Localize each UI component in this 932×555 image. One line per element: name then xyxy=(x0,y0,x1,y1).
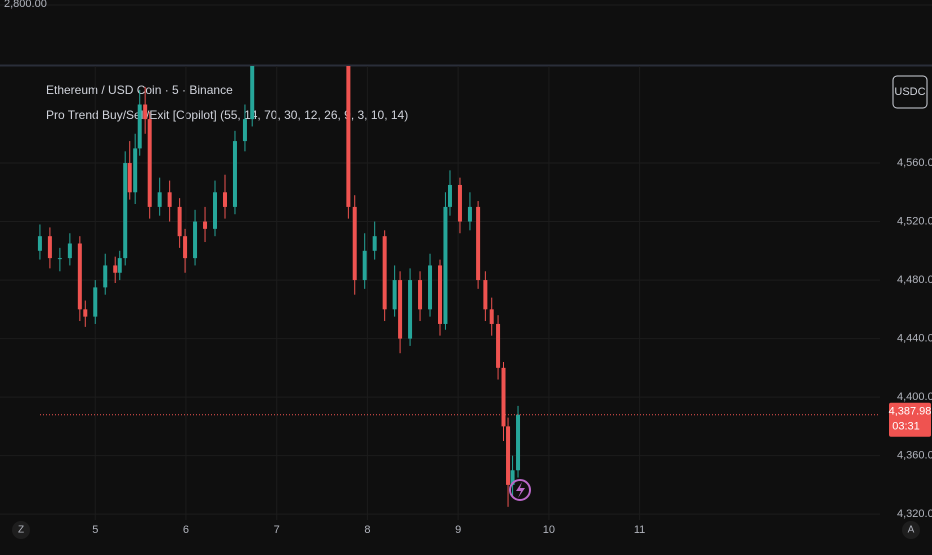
x-tick-label: 7 xyxy=(274,524,280,536)
candle-body xyxy=(203,221,208,229)
candle-body xyxy=(250,66,255,120)
candle-body xyxy=(147,119,152,207)
candle-body xyxy=(103,265,108,288)
candle-body xyxy=(167,192,172,207)
candle-body xyxy=(352,206,357,281)
y-tick-label: 4,440.00 xyxy=(897,332,932,344)
x-tick-label: 5 xyxy=(92,524,98,536)
y-tick-label: 4,560.00 xyxy=(897,157,932,169)
scale-button-bg[interactable] xyxy=(12,521,30,539)
candle-body xyxy=(47,236,52,259)
candle-body xyxy=(127,163,132,193)
last-price-box xyxy=(889,402,931,437)
candle-body xyxy=(476,206,481,281)
x-tick-label: 6 xyxy=(183,524,189,536)
x-tick-label: 8 xyxy=(364,524,370,536)
candle-body xyxy=(346,66,351,207)
candle-body xyxy=(362,250,367,281)
candle-body xyxy=(438,265,442,324)
y-tick-label: 4,480.00 xyxy=(897,274,932,286)
candle-body xyxy=(372,236,377,251)
scale-button[interactable]: Z xyxy=(18,525,24,536)
candle-body xyxy=(183,236,188,259)
candle-body xyxy=(67,243,72,259)
y-tick-label: 4,400.00 xyxy=(897,391,932,403)
candle-body xyxy=(506,426,511,485)
candle-body xyxy=(133,148,138,193)
currency-label: USDC xyxy=(894,86,925,98)
x-tick-label: 10 xyxy=(543,524,555,536)
candle-body xyxy=(113,265,118,273)
y-tick-label: 4,360.00 xyxy=(897,450,932,462)
candle-body xyxy=(428,265,433,310)
currency-button[interactable] xyxy=(892,75,928,109)
candle-body xyxy=(418,280,423,310)
candle-body xyxy=(398,280,403,339)
alert-icon[interactable] xyxy=(509,479,531,501)
candle-body xyxy=(213,192,218,229)
candle-body xyxy=(37,236,42,251)
plot-area xyxy=(0,66,880,520)
candle-body xyxy=(222,192,227,207)
candle-body xyxy=(501,367,506,427)
candle-body xyxy=(83,309,88,317)
candle-body xyxy=(143,104,148,120)
candle-body xyxy=(57,258,62,260)
candle-body xyxy=(489,309,494,324)
candle-body xyxy=(496,323,501,368)
candle-body xyxy=(443,206,448,324)
candle-body xyxy=(123,163,128,259)
candle-body xyxy=(193,221,198,259)
x-tick-label: 9 xyxy=(455,524,461,536)
candle-body xyxy=(77,243,82,310)
indicator-title: Pro Trend Buy/Sell/Exit [Copilot] (55, 1… xyxy=(46,108,408,122)
candle-body xyxy=(483,280,488,310)
candle-body xyxy=(242,119,247,142)
candle-body xyxy=(232,141,237,207)
candle-body xyxy=(510,470,515,485)
candle-body xyxy=(157,192,162,207)
candle-body xyxy=(93,287,98,317)
upper-pane-label: 2,800.00 xyxy=(4,0,47,10)
candle-body xyxy=(467,206,472,222)
candle-body xyxy=(447,184,452,207)
candle-body xyxy=(457,184,462,222)
candle-body xyxy=(117,258,122,273)
y-tick-label: 4,520.00 xyxy=(897,215,932,227)
scale-button-bg[interactable] xyxy=(902,521,920,539)
candle-body xyxy=(516,414,521,471)
countdown-label: 03:31 xyxy=(892,421,920,433)
scale-button[interactable]: A xyxy=(908,525,915,536)
alert-bolt xyxy=(516,482,525,498)
x-tick-label: 11 xyxy=(634,524,645,536)
candle-body xyxy=(137,104,142,149)
candle-body xyxy=(392,280,397,310)
y-tick-label: 4,320.00 xyxy=(897,508,932,520)
candle-body xyxy=(382,236,387,310)
candle-body xyxy=(177,206,182,237)
last-price-label: 4,387.98 xyxy=(889,406,932,418)
candle-body xyxy=(408,280,413,339)
